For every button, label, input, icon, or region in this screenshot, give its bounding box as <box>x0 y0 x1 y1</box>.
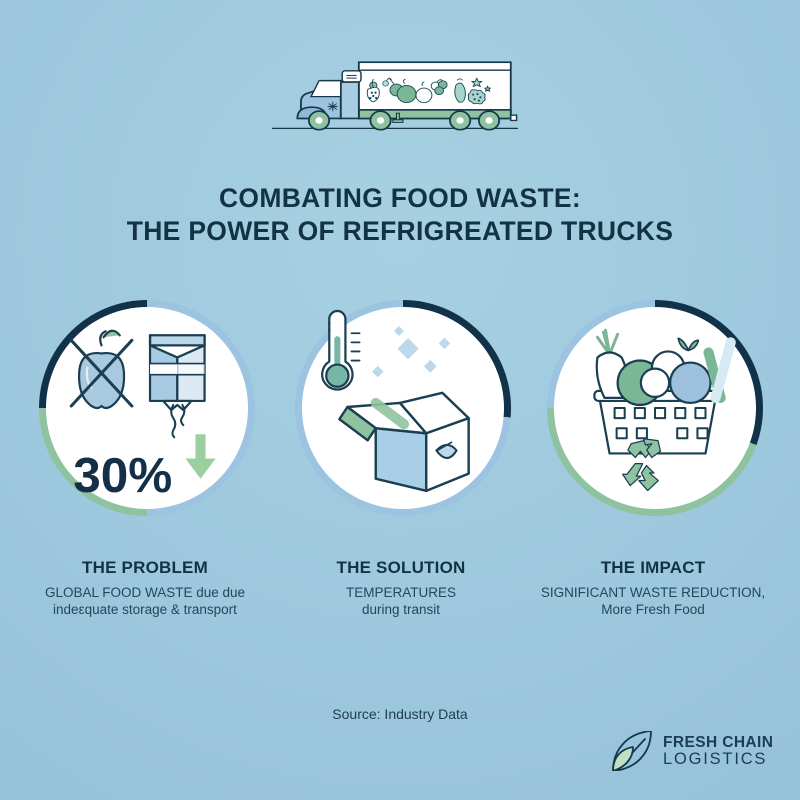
svg-text:FRESH CHAIN: FRESH CHAIN <box>663 734 773 751</box>
svg-text:LOGISTICS: LOGISTICS <box>663 750 767 768</box>
svg-text:30%: 30% <box>73 448 172 503</box>
